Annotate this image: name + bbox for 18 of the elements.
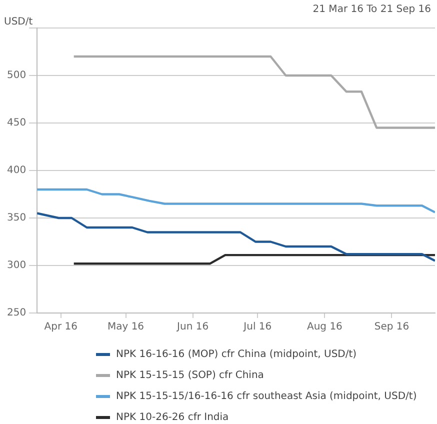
- y-tick-label: 500: [6, 70, 26, 82]
- chart-subtitle: 21 Mar 16 To 21 Sep 16: [312, 4, 431, 15]
- legend-label: NPK 15-15-15/16-16-16 cfr southeast Asia (midpoint, USD/t): [116, 391, 417, 402]
- y-tick-label: 450: [6, 118, 26, 129]
- x-tick-label: May 16: [107, 322, 144, 333]
- x-tick-label: Aug 16: [306, 322, 342, 333]
- x-tick-label: Jul 16: [242, 322, 272, 333]
- x-tick-label: Apr 16: [44, 322, 78, 333]
- y-tick-label: 300: [6, 260, 26, 272]
- legend-label: NPK 15-15-15 (SOP) cfr China: [116, 370, 264, 381]
- legend-label: NPK 10-26-26 cfr India: [116, 412, 229, 423]
- y-tick-label: 400: [6, 165, 26, 176]
- y-tick-label: 250: [6, 308, 26, 319]
- y-axis-title: USD/t: [4, 16, 33, 28]
- x-tick-label: Jun 16: [176, 322, 209, 333]
- x-tick-label: Sep 16: [374, 322, 410, 333]
- y-tick-label: 350: [6, 212, 26, 224]
- legend-label: NPK 16-16-16 (MOP) cfr China (midpoint, USD/t): [116, 349, 357, 360]
